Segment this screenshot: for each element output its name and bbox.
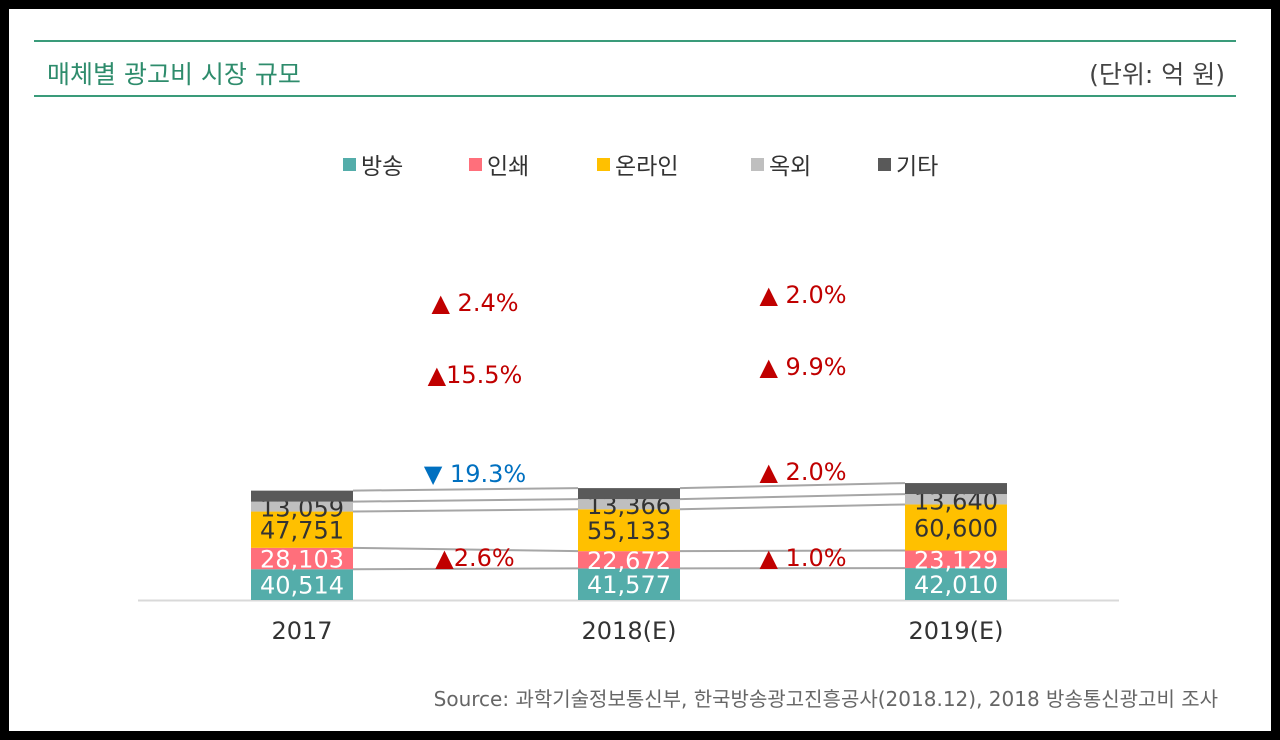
legend-swatch [597,157,610,171]
up-arrow-icon: ▲ [759,353,778,381]
data-label: 22,672 [587,547,671,575]
growth-value: 2.0% [778,281,847,309]
growth-value: 9.9% [778,353,847,381]
legend-label: 옥외 [769,154,812,180]
legend-item: 인쇄 [469,147,529,181]
growth-value: 19.3% [442,460,526,488]
up-arrow-icon: ▲ [759,281,778,309]
data-label: 55,133 [587,517,671,545]
legend-item: 기타 [878,147,938,181]
data-label: 23,129 [914,546,998,574]
up-arrow-icon: ▲ [435,544,454,572]
up-arrow-icon: ▲ [431,289,450,317]
legend-item: 방송 [343,147,403,181]
bar-2018-e-0 [578,568,680,600]
legend-swatch [751,157,764,171]
connector-line [352,508,579,513]
bar-2018-e-2 [578,509,680,552]
connector-line [679,493,906,501]
bar-2017-0 [251,569,353,600]
data-label: 47,751 [260,517,344,545]
up-arrow-icon: ▲ [759,458,778,486]
bar-2017-3 [251,501,353,512]
bar-2018-e-3 [578,499,680,510]
connector-line [679,503,906,511]
down-arrow-icon: ▼ [424,460,443,488]
x-tick-label: 2018(E) [582,617,677,645]
bar-2019-e-0 [905,568,1007,600]
growth-label: ▼ 19.3% [424,460,526,488]
bar-2017-4 [251,490,353,502]
bar-2017-2 [251,511,353,548]
legend-label: 방송 [361,154,404,180]
legend-label: 온라인 [615,154,679,180]
x-tick-label: 2017 [271,617,332,645]
legend-item: 온라인 [597,147,678,181]
growth-label: ▲ 1.0% [759,544,846,572]
connector-line [352,546,579,553]
data-label: 42,010 [914,571,998,599]
legend-swatch [878,157,891,171]
bar-2019-e-3 [905,494,1007,505]
data-label: 41,577 [587,571,671,599]
bar-2019-e-2 [905,504,1007,551]
growth-label: ▲2.6% [435,544,514,572]
legend-swatch [343,157,356,171]
chart-title: 매체별 광고비 시장 규모 [47,60,301,89]
legend-label: 기타 [896,154,939,180]
data-label: 60,600 [914,514,998,542]
data-label: 28,103 [260,546,344,574]
chart-frame: 매체별 광고비 시장 규모 (단위: 억 원) 방송 인쇄 온라인 옥외 기타 40,5… [9,9,1271,731]
connector-line [679,482,906,490]
bar-2018-e-1 [578,551,680,569]
data-label: 40,514 [260,572,344,600]
growth-value: 1.0% [778,544,847,572]
growth-value: 2.0% [778,458,847,486]
legend: 방송 인쇄 온라인 옥외 기타 [9,147,1271,181]
growth-value: 2.6% [454,544,515,572]
growth-label: ▲ 2.0% [759,281,846,309]
growth-label: ▲ 2.4% [431,289,518,317]
growth-value: 15.5% [446,361,522,389]
chart-plot: 40,51428,10347,75113,059201741,57722,672… [138,281,1119,645]
legend-label: 인쇄 [487,154,530,180]
bar-2019-e-4 [905,483,1007,495]
source-note: Source: 과학기술정보통신부, 한국방송광고진흥공사(2018.12), … [433,687,1218,711]
header-top-rule [34,40,1236,42]
connector-line [352,498,579,503]
connector-line [352,567,579,571]
connector-line [679,549,906,553]
bar-2018-e-4 [578,488,680,500]
x-tick-label: 2019(E) [909,617,1004,645]
up-arrow-icon: ▲ [759,544,778,572]
bar-2017-1 [251,547,353,570]
up-arrow-icon: ▲ [428,361,447,389]
header-bottom-rule [34,95,1236,97]
connector-line [352,487,579,492]
bar-2019-e-1 [905,550,1007,569]
growth-value: 2.4% [450,289,519,317]
unit-label: (단위: 억 원) [1089,60,1225,89]
legend-swatch [469,157,482,171]
growth-label: ▲ 9.9% [759,353,846,381]
growth-label: ▲15.5% [428,361,523,389]
legend-item: 옥외 [751,147,811,181]
growth-label: ▲ 2.0% [759,458,846,486]
